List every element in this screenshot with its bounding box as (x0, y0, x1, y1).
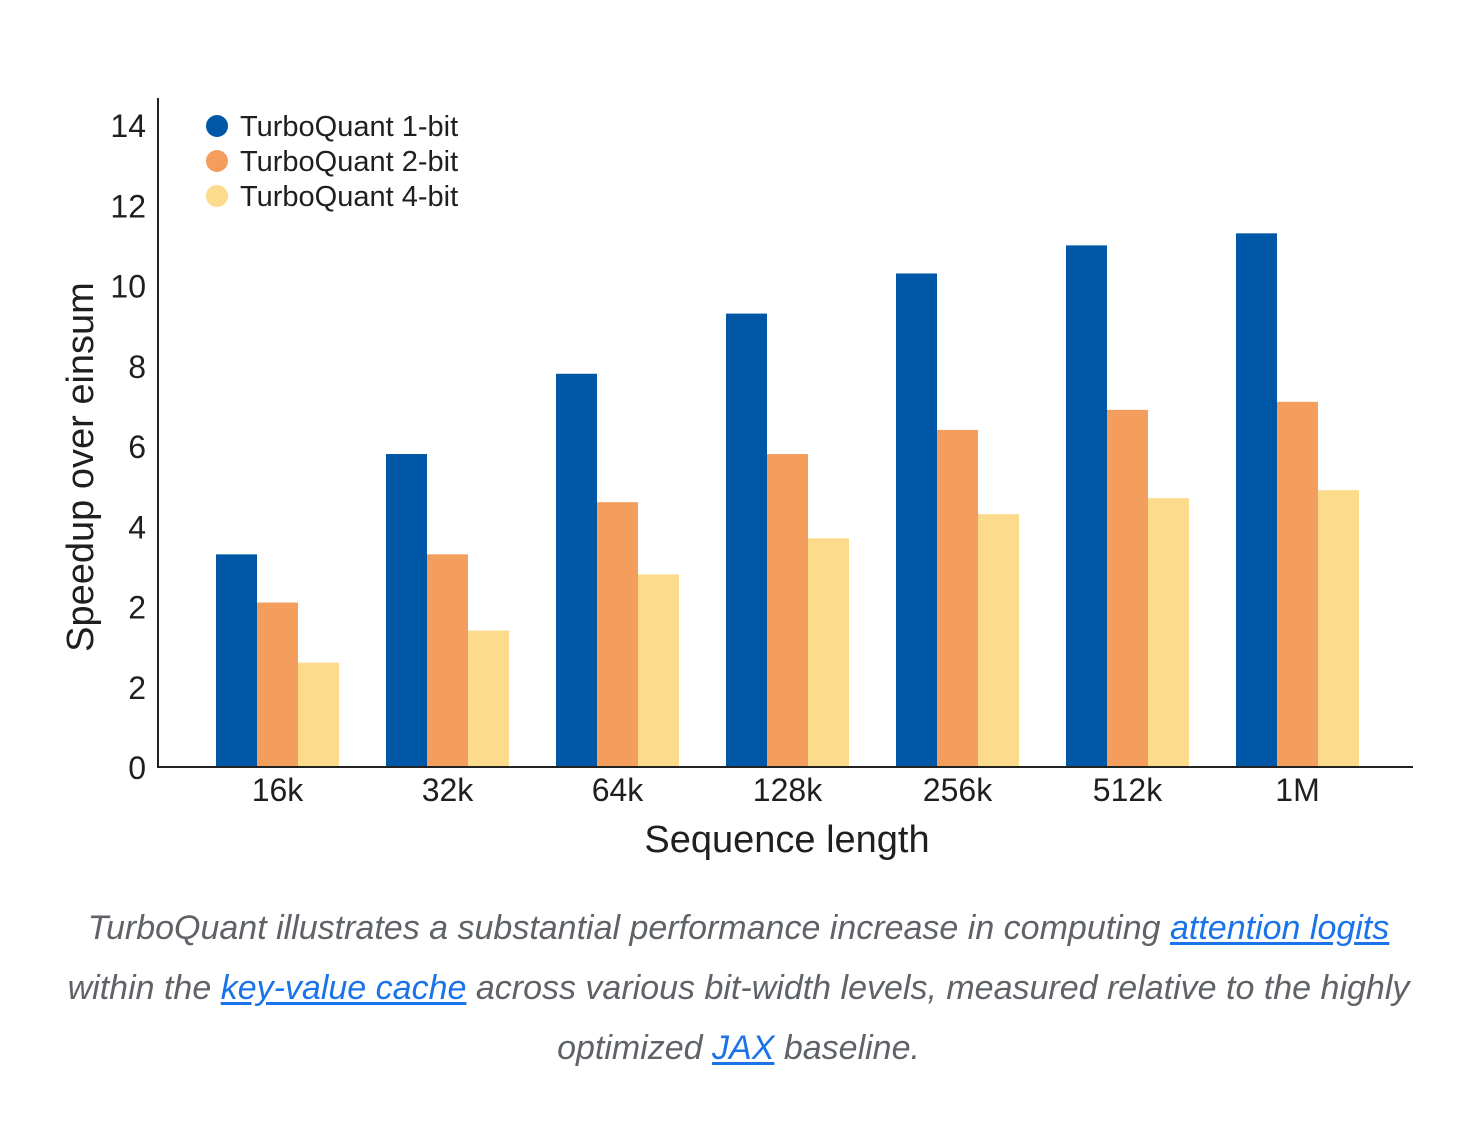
attention-logits-link[interactable]: attention logits (1170, 909, 1390, 947)
bar-32k-series-2 (427, 554, 468, 767)
bar-32k-series-1 (386, 454, 427, 767)
legend-label: TurboQuant 4-bit (240, 181, 458, 213)
x-tick-label: 1M (1275, 772, 1319, 808)
x-tick-label: 16k (252, 772, 305, 808)
x-tick-label: 64k (592, 772, 645, 808)
bar-chart: 0 2 2 4 6 8 10 12 14 16k 32k 64k 128k 256k 512k 1M Tur… (60, 98, 1413, 861)
bar-1M-series-2 (1277, 401, 1318, 767)
y-tick-label: 0 (128, 750, 146, 786)
jax-link[interactable]: JAX (712, 1029, 775, 1067)
bar-16k-series-2 (257, 602, 298, 767)
bar-128k-series-2 (767, 454, 808, 767)
y-tick-label: 8 (128, 349, 146, 385)
x-axis-ticks: 16k 32k 64k 128k 256k 512k 1M (252, 772, 1320, 808)
legend-marker (206, 185, 228, 207)
legend-label: TurboQuant 2-bit (240, 146, 458, 178)
bar-512k-series-3 (1148, 498, 1189, 767)
figure-caption: TurboQuant illustrates a substantial per… (40, 898, 1437, 1078)
x-tick-label: 32k (422, 772, 475, 808)
bar-64k-series-3 (638, 574, 679, 767)
bars (216, 233, 1359, 767)
bar-16k-series-3 (298, 662, 339, 767)
bar-64k-series-2 (597, 502, 638, 767)
bar-256k-series-3 (978, 514, 1019, 767)
bar-512k-series-1 (1066, 245, 1107, 767)
y-tick-label: 10 (110, 269, 146, 305)
y-tick-label: 14 (110, 108, 146, 144)
bar-128k-series-3 (808, 538, 849, 767)
bar-512k-series-2 (1107, 409, 1148, 767)
caption-text-2: within the (67, 969, 221, 1007)
y-tick-label: 12 (110, 188, 146, 224)
y-tick-label: 4 (128, 509, 146, 545)
caption-text-3: across various bit-width levels, measure… (466, 969, 1410, 1067)
x-tick-label: 256k (923, 772, 993, 808)
bar-1M-series-1 (1236, 233, 1277, 767)
y-axis-ticks: 0 2 2 4 6 8 10 12 14 (110, 108, 146, 786)
bar-1M-series-3 (1318, 490, 1359, 767)
legend-marker (206, 150, 228, 172)
y-tick-label: 6 (128, 429, 146, 465)
x-axis-label: Sequence length (644, 819, 929, 861)
bar-32k-series-3 (468, 630, 509, 767)
key-value-cache-link[interactable]: key-value cache (220, 969, 467, 1007)
caption-text-1: TurboQuant illustrates a substantial per… (87, 909, 1170, 947)
y-tick-label: 2 (128, 590, 146, 626)
bar-128k-series-1 (726, 313, 767, 767)
x-tick-label: 128k (753, 772, 823, 808)
bar-256k-series-2 (937, 429, 978, 767)
bar-64k-series-1 (556, 373, 597, 767)
bar-16k-series-1 (216, 554, 257, 767)
bar-256k-series-1 (896, 273, 937, 767)
y-tick-label: 2 (128, 670, 146, 706)
x-tick-label: 512k (1093, 772, 1163, 808)
legend-label: TurboQuant 1-bit (240, 111, 458, 143)
legend-marker (206, 115, 228, 137)
caption-text-4: baseline. (774, 1029, 920, 1067)
y-axis-label: Speedup over einsum (60, 282, 102, 652)
